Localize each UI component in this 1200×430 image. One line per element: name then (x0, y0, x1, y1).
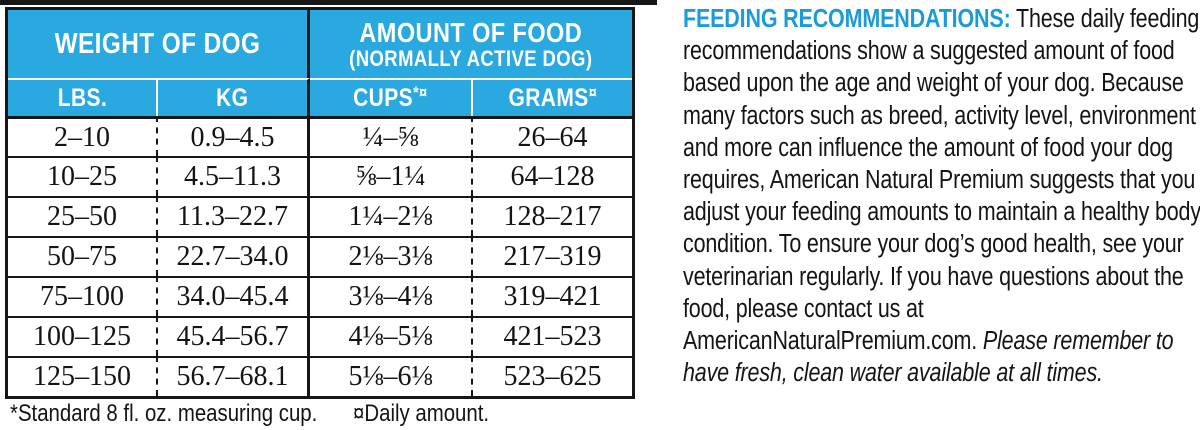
col-header-kg: KG (158, 78, 310, 116)
col-header-cups: CUPS*¤ (310, 78, 473, 116)
cups-range-cell: ⅝–1¼ (310, 156, 473, 196)
lbs-range-cell: 2–10 (8, 116, 158, 156)
kg-range-cell: 22.7–34.0 (158, 236, 310, 276)
cups-footnote-marks: *¤ (413, 83, 428, 102)
footnote-daily-amount: ¤Daily amount. (353, 400, 490, 427)
kg-range-cell: 11.3–22.7 (158, 196, 310, 236)
cups-range-cell: 5⅛–6⅛ (310, 356, 473, 396)
feeding-recommendations-body: These daily feeding recommendations show… (683, 5, 1200, 356)
lbs-label: LBS. (57, 83, 107, 112)
grams-range-cell: 319–421 (473, 276, 632, 316)
feeding-recommendations-paragraph: FEEDING RECOMMENDATIONS: These daily fee… (683, 3, 1200, 389)
lbs-range-cell: 10–25 (8, 156, 158, 196)
cups-range-cell: ¼–⅝ (310, 116, 473, 156)
cups-range-cell: 2⅛–3⅛ (310, 236, 473, 276)
amount-of-food-line1: AMOUNT OF FOOD (359, 17, 583, 48)
kg-range-cell: 4.5–11.3 (158, 156, 310, 196)
grams-range-cell: 421–523 (473, 316, 632, 356)
feeding-recommendations-heading: FEEDING RECOMMENDATIONS: (683, 5, 1011, 33)
grams-range-cell: 128–217 (473, 196, 632, 236)
weight-of-dog-header: WEIGHT OF DOG (8, 10, 310, 78)
amount-of-food-label: AMOUNT OF FOOD (NORMALLY ACTIVE DOG) (349, 18, 592, 70)
weight-of-dog-label: WEIGHT OF DOG (54, 27, 261, 60)
lbs-range-cell: 100–125 (8, 316, 158, 356)
grams-range-cell: 217–319 (473, 236, 632, 276)
table-footnotes: *Standard 8 fl. oz. measuring cup. ¤Daily… (10, 400, 489, 428)
grams-range-cell: 26–64 (473, 116, 632, 156)
col-header-lbs: LBS. (8, 78, 158, 116)
amount-of-food-line2: (NORMALLY ACTIVE DOG) (349, 46, 593, 71)
cups-label: CUPS*¤ (353, 83, 428, 112)
lbs-range-cell: 125–150 (8, 356, 158, 396)
cups-range-cell: 1¼–2⅛ (310, 196, 473, 236)
footnote-measuring-cup: *Standard 8 fl. oz. measuring cup. (10, 400, 318, 427)
amount-of-food-header: AMOUNT OF FOOD (NORMALLY ACTIVE DOG) (310, 10, 632, 78)
grams-range-cell: 523–625 (473, 356, 632, 396)
kg-label: KG (216, 83, 249, 112)
kg-range-cell: 45.4–56.7 (158, 316, 310, 356)
feeding-table: WEIGHT OF DOG AMOUNT OF FOOD (NORMALLY A… (5, 7, 635, 399)
kg-range-cell: 34.0–45.4 (158, 276, 310, 316)
lbs-range-cell: 50–75 (8, 236, 158, 276)
col-header-grams: GRAMS¤ (473, 78, 632, 116)
cups-range-cell: 3⅛–4⅛ (310, 276, 473, 316)
kg-range-cell: 0.9–4.5 (158, 116, 310, 156)
kg-range-cell: 56.7–68.1 (158, 356, 310, 396)
fresh-water-reminder: Please remember to have fresh, clean wat… (683, 327, 1174, 388)
grams-range-cell: 64–128 (473, 156, 632, 196)
top-border-strip (0, 0, 657, 5)
lbs-range-cell: 75–100 (8, 276, 158, 316)
lbs-range-cell: 25–50 (8, 196, 158, 236)
grams-label: GRAMS¤ (508, 83, 597, 112)
grams-footnote-mark: ¤ (588, 83, 597, 102)
cups-range-cell: 4⅛–5⅛ (310, 316, 473, 356)
